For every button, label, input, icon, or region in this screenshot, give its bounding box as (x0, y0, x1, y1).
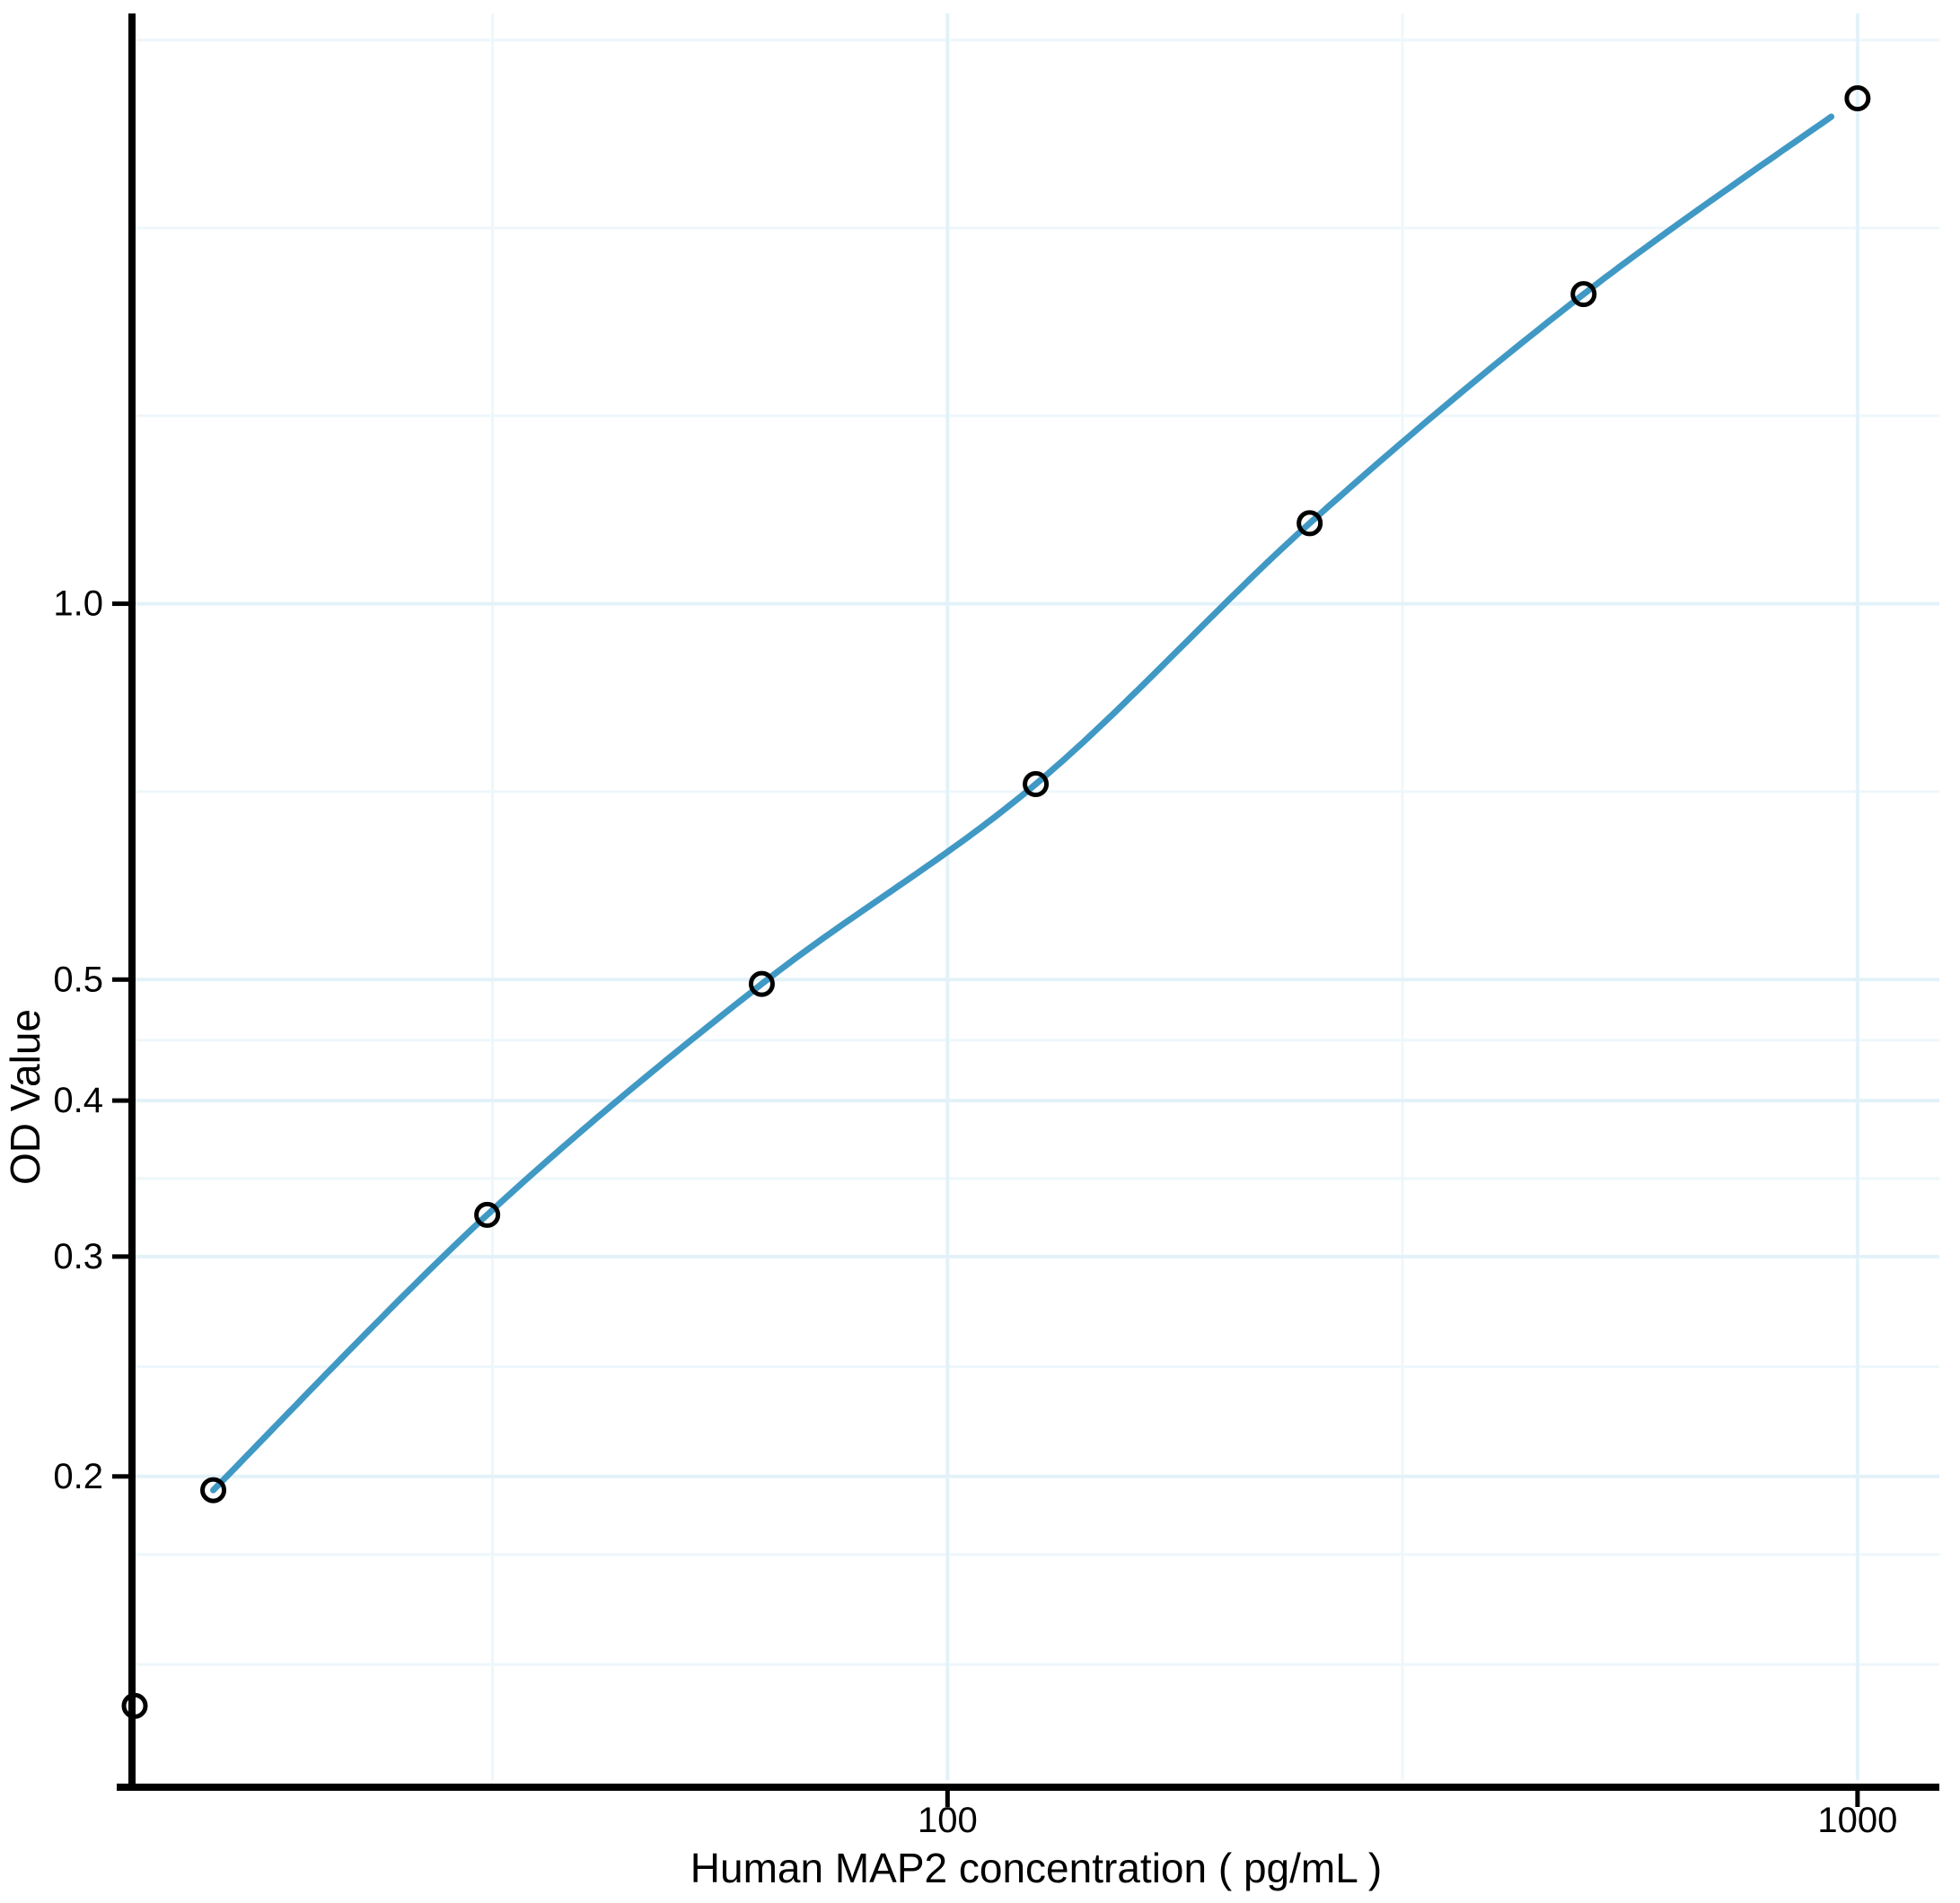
y-tick-label: 0.3 (53, 1237, 103, 1276)
tick-labels-layer: 1.0 0.5 0.4 0.3 0.2 100 1000 (53, 584, 1897, 1840)
y-tick-mark (112, 1474, 128, 1479)
data-point (200, 1477, 227, 1504)
y-tick-label: 0.5 (53, 960, 103, 999)
data-point (1844, 84, 1871, 111)
y-tick-mark (112, 977, 128, 982)
x-axis-line (117, 1784, 1939, 1791)
y-tick-label: 0.4 (53, 1081, 103, 1120)
y-tick-label: 0.2 (53, 1457, 103, 1496)
points-layer (121, 84, 1871, 1719)
y-tick-mark (112, 601, 128, 607)
y-tick-mark (112, 1098, 128, 1103)
curve-layer (210, 113, 1835, 1494)
y-axis-line (128, 13, 136, 1791)
data-point (1296, 510, 1323, 537)
x-axis-title: Human MAP2 concentration ( pg/mL ) (690, 1845, 1382, 1891)
data-point (474, 1201, 501, 1228)
x-tick-label: 1000 (1817, 1801, 1897, 1840)
data-point (748, 970, 775, 997)
x-tick-mark (945, 1791, 950, 1807)
data-point (1023, 771, 1050, 798)
axes-layer (112, 13, 1939, 1807)
gridlines-layer (136, 13, 1939, 1780)
data-point (1570, 281, 1597, 308)
y-axis-title: OD Value (2, 1009, 48, 1185)
y-tick-label: 1.0 (53, 584, 103, 624)
y-tick-mark (112, 1254, 128, 1259)
x-tick-mark (1855, 1791, 1860, 1807)
x-tick-label: 100 (918, 1801, 978, 1840)
standard-curve-line (210, 113, 1835, 1494)
